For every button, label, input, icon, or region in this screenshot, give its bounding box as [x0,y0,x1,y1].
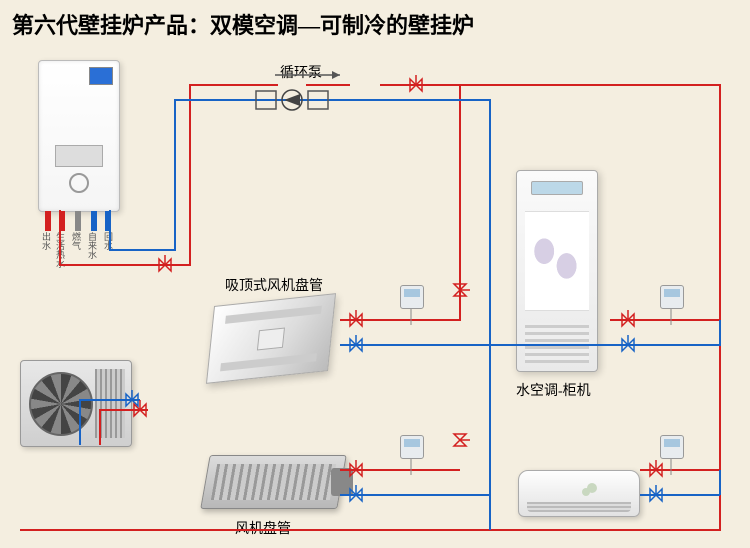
thermostat [400,285,424,309]
thermostat [400,435,424,459]
pipe-svg [0,0,750,548]
thermostat [660,435,684,459]
thermostat [660,285,684,309]
